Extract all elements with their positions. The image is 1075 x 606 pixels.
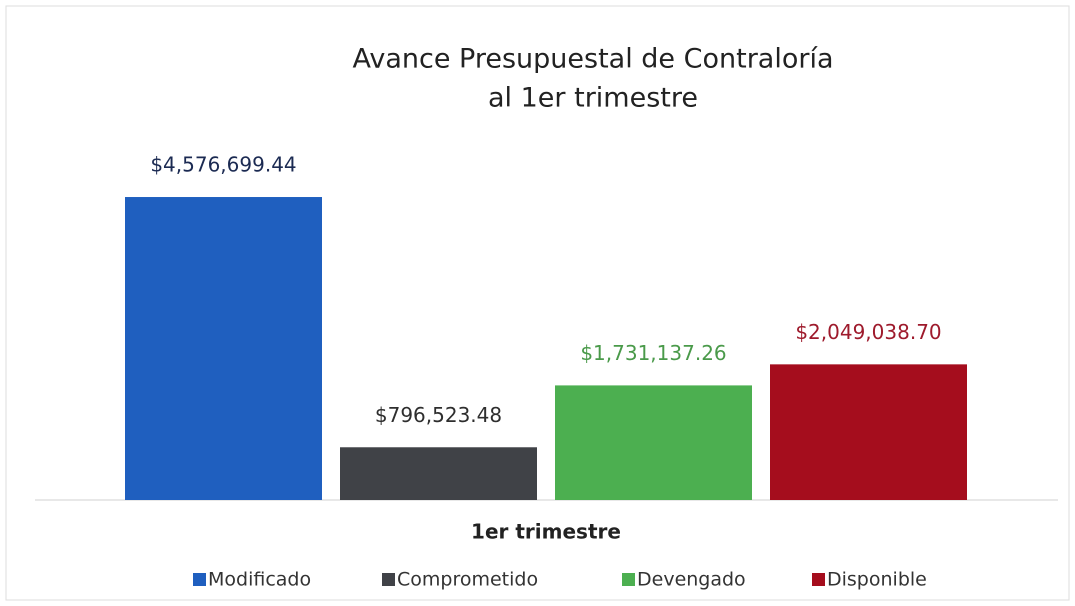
legend-label: Disponible: [827, 569, 927, 591]
legend-label: Modificado: [208, 569, 311, 591]
data-label: $4,576,699.44: [150, 153, 296, 177]
legend-swatch: [193, 573, 206, 586]
legend-label: Comprometido: [397, 569, 538, 591]
legend-swatch: [382, 573, 395, 586]
legend-swatch: [622, 573, 635, 586]
data-label: $2,049,038.70: [795, 320, 941, 344]
data-label: $796,523.48: [375, 403, 502, 427]
x-tick-label: 1er trimestre: [471, 520, 621, 544]
bar: [770, 364, 967, 500]
chart-title: al 1er trimestre: [488, 83, 698, 114]
bar: [555, 385, 752, 500]
bar: [125, 197, 322, 500]
chart-title: Avance Presupuestal de Contraloría: [352, 44, 833, 75]
legend-label: Devengado: [637, 569, 746, 591]
legend-swatch: [812, 573, 825, 586]
data-label: $1,731,137.26: [580, 341, 726, 365]
bar: [340, 447, 537, 500]
